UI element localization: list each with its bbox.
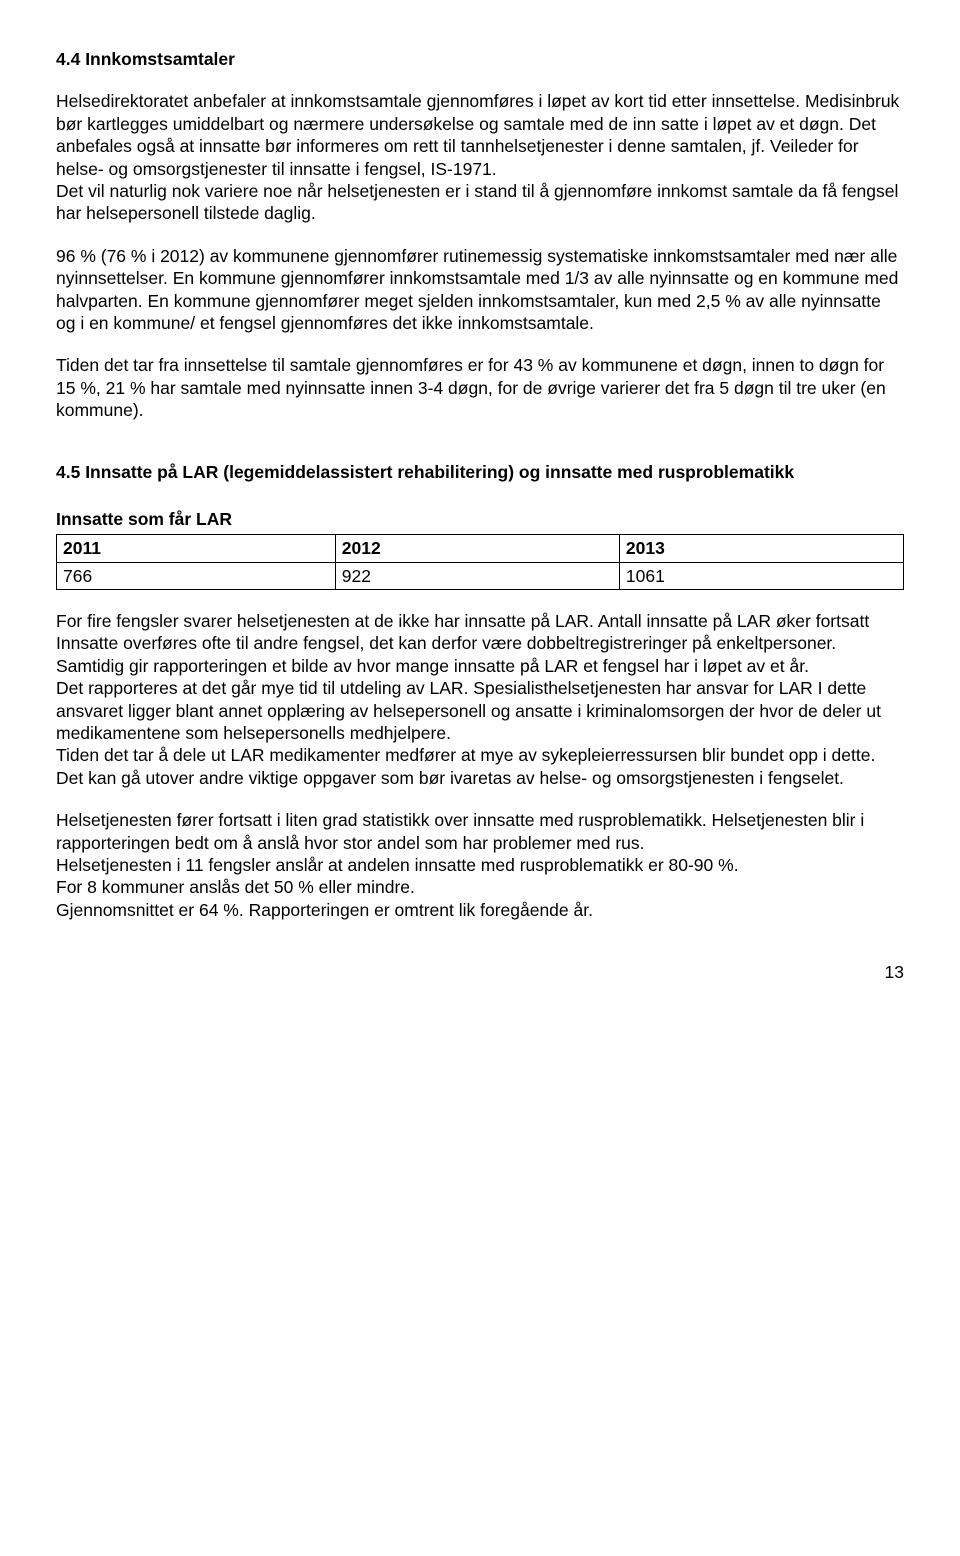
- section-4-4-para-1: Helsedirektoratet anbefaler at innkomsts…: [56, 90, 904, 180]
- section-4-5-para-1d: Tiden det tar å dele ut LAR medikamenter…: [56, 744, 904, 789]
- section-4-5-para-1c: Det rapporteres at det går mye tid til u…: [56, 677, 904, 744]
- table-cell: 766: [57, 562, 336, 589]
- section-4-4-para-1b: Det vil naturlig nok variere noe når hel…: [56, 180, 904, 225]
- lar-table-title: Innsatte som får LAR: [56, 508, 904, 530]
- lar-table: 2011 2012 2013 766 922 1061: [56, 534, 904, 590]
- section-4-5-para-1a: For fire fengsler svarer helsetjenesten …: [56, 610, 904, 632]
- table-header-cell: 2011: [57, 535, 336, 562]
- table-row: 766 922 1061: [57, 562, 904, 589]
- section-4-4-para-3: Tiden det tar fra innsettelse til samtal…: [56, 354, 904, 421]
- table-row: 2011 2012 2013: [57, 535, 904, 562]
- section-4-5-heading: 4.5 Innsatte på LAR (legemiddelassistert…: [56, 461, 904, 483]
- section-4-5-para-2b: Helsetjenesten i 11 fengsler anslår at a…: [56, 854, 904, 876]
- section-4-5-para-2c: For 8 kommuner anslås det 50 % eller min…: [56, 876, 904, 898]
- table-header-cell: 2013: [619, 535, 903, 562]
- page-number: 13: [56, 961, 904, 983]
- section-4-5-para-2d: Gjennomsnittet er 64 %. Rapporteringen e…: [56, 899, 904, 921]
- section-4-5-para-2a: Helsetjenesten fører fortsatt i liten gr…: [56, 809, 904, 854]
- table-cell: 922: [335, 562, 619, 589]
- section-4-4-para-2: 96 % (76 % i 2012) av kommunene gjennomf…: [56, 245, 904, 335]
- table-header-cell: 2012: [335, 535, 619, 562]
- section-4-4-heading: 4.4 Innkomstsamtaler: [56, 48, 904, 70]
- table-cell: 1061: [619, 562, 903, 589]
- section-4-5-para-1b: Innsatte overføres ofte til andre fengse…: [56, 632, 904, 677]
